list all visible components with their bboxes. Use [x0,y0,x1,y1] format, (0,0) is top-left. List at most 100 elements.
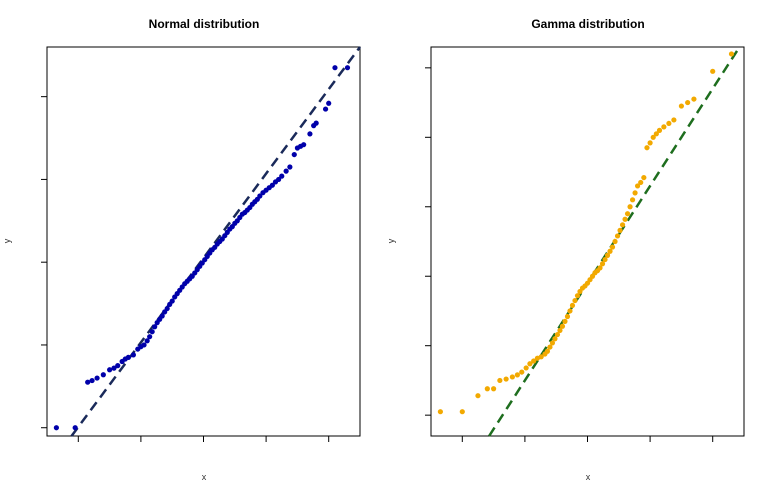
chart-title: Gamma distribution [531,17,644,31]
data-point [538,354,544,360]
data-point [269,182,275,188]
data-point [519,369,525,375]
data-point [147,334,153,340]
data-point [597,265,603,271]
data-point [107,367,113,373]
data-point [53,425,59,431]
data-point [344,65,351,71]
data-point [287,164,293,170]
reference-line [70,46,362,437]
data-points [437,51,735,415]
data-point [607,248,613,254]
data-point [619,222,626,228]
data-point [307,131,313,137]
data-point [647,140,653,146]
data-point [710,68,716,74]
data-point [523,365,529,371]
data-point [514,372,520,378]
data-point [313,120,319,126]
data-point [554,331,561,338]
data-point [567,308,573,314]
y-axis-label: y [386,238,396,243]
data-point [125,354,131,360]
gamma-qq-panel: Gamma distribution x y [386,17,745,482]
data-point [661,124,667,130]
data-point [257,193,263,199]
data-point [291,151,297,158]
y-axis-ticks [41,96,47,429]
data-point [544,348,551,354]
data-point [85,379,91,385]
data-point [602,256,608,263]
data-point [509,374,515,380]
data-point [326,100,332,106]
data-point [641,174,647,181]
data-point [656,127,663,133]
data-point [552,336,558,342]
data-point [604,252,611,258]
data-point [653,131,659,137]
data-point [666,120,672,127]
data-point [634,183,641,189]
data-point [671,117,677,123]
data-point [622,216,628,222]
data-point [115,363,121,369]
data-point [547,344,553,350]
chart-title: Normal distribution [149,17,260,31]
y-axis-label: y [2,238,12,243]
x-axis-ticks [77,436,330,442]
data-point [549,340,556,346]
data-point [559,323,566,329]
data-point [94,375,100,381]
data-point [279,173,285,179]
data-point [475,393,481,399]
data-point [497,377,503,384]
data-point [627,204,633,210]
data-point [624,211,631,217]
data-point [491,386,497,392]
data-point [557,327,563,334]
data-point [691,96,697,102]
data-point [100,372,106,378]
data-point [152,324,158,330]
data-point [72,425,78,431]
x-axis-label: x [586,472,591,482]
x-axis-ticks [461,436,714,442]
data-point [632,190,638,196]
data-point [574,293,581,299]
data-point [459,409,465,415]
plot-frame [430,46,745,437]
data-point [644,145,650,151]
data-point [159,313,165,319]
data-point [629,197,636,203]
y-axis-ticks [425,67,431,416]
data-point [614,233,621,239]
data-point [572,297,578,304]
data-point [89,377,95,384]
x-axis-label: x [202,472,207,482]
data-point [531,358,537,364]
data-point [527,361,533,367]
data-point [609,244,616,250]
data-point [130,352,136,358]
data-point [484,386,490,392]
data-point [650,134,656,140]
data-point [685,99,691,106]
data-point [111,365,117,371]
data-point [599,261,606,267]
data-point [301,142,307,148]
data-point [564,313,571,320]
data-point [141,342,147,348]
data-point [678,103,685,109]
data-point [332,65,338,71]
normal-qq-panel: Normal distribution x y [2,17,362,482]
data-points [53,65,351,431]
data-point [503,376,509,382]
data-point [283,168,289,174]
data-point [612,238,618,245]
data-point [164,305,170,312]
data-point [276,176,282,183]
data-point [562,318,568,324]
data-point [638,179,644,186]
